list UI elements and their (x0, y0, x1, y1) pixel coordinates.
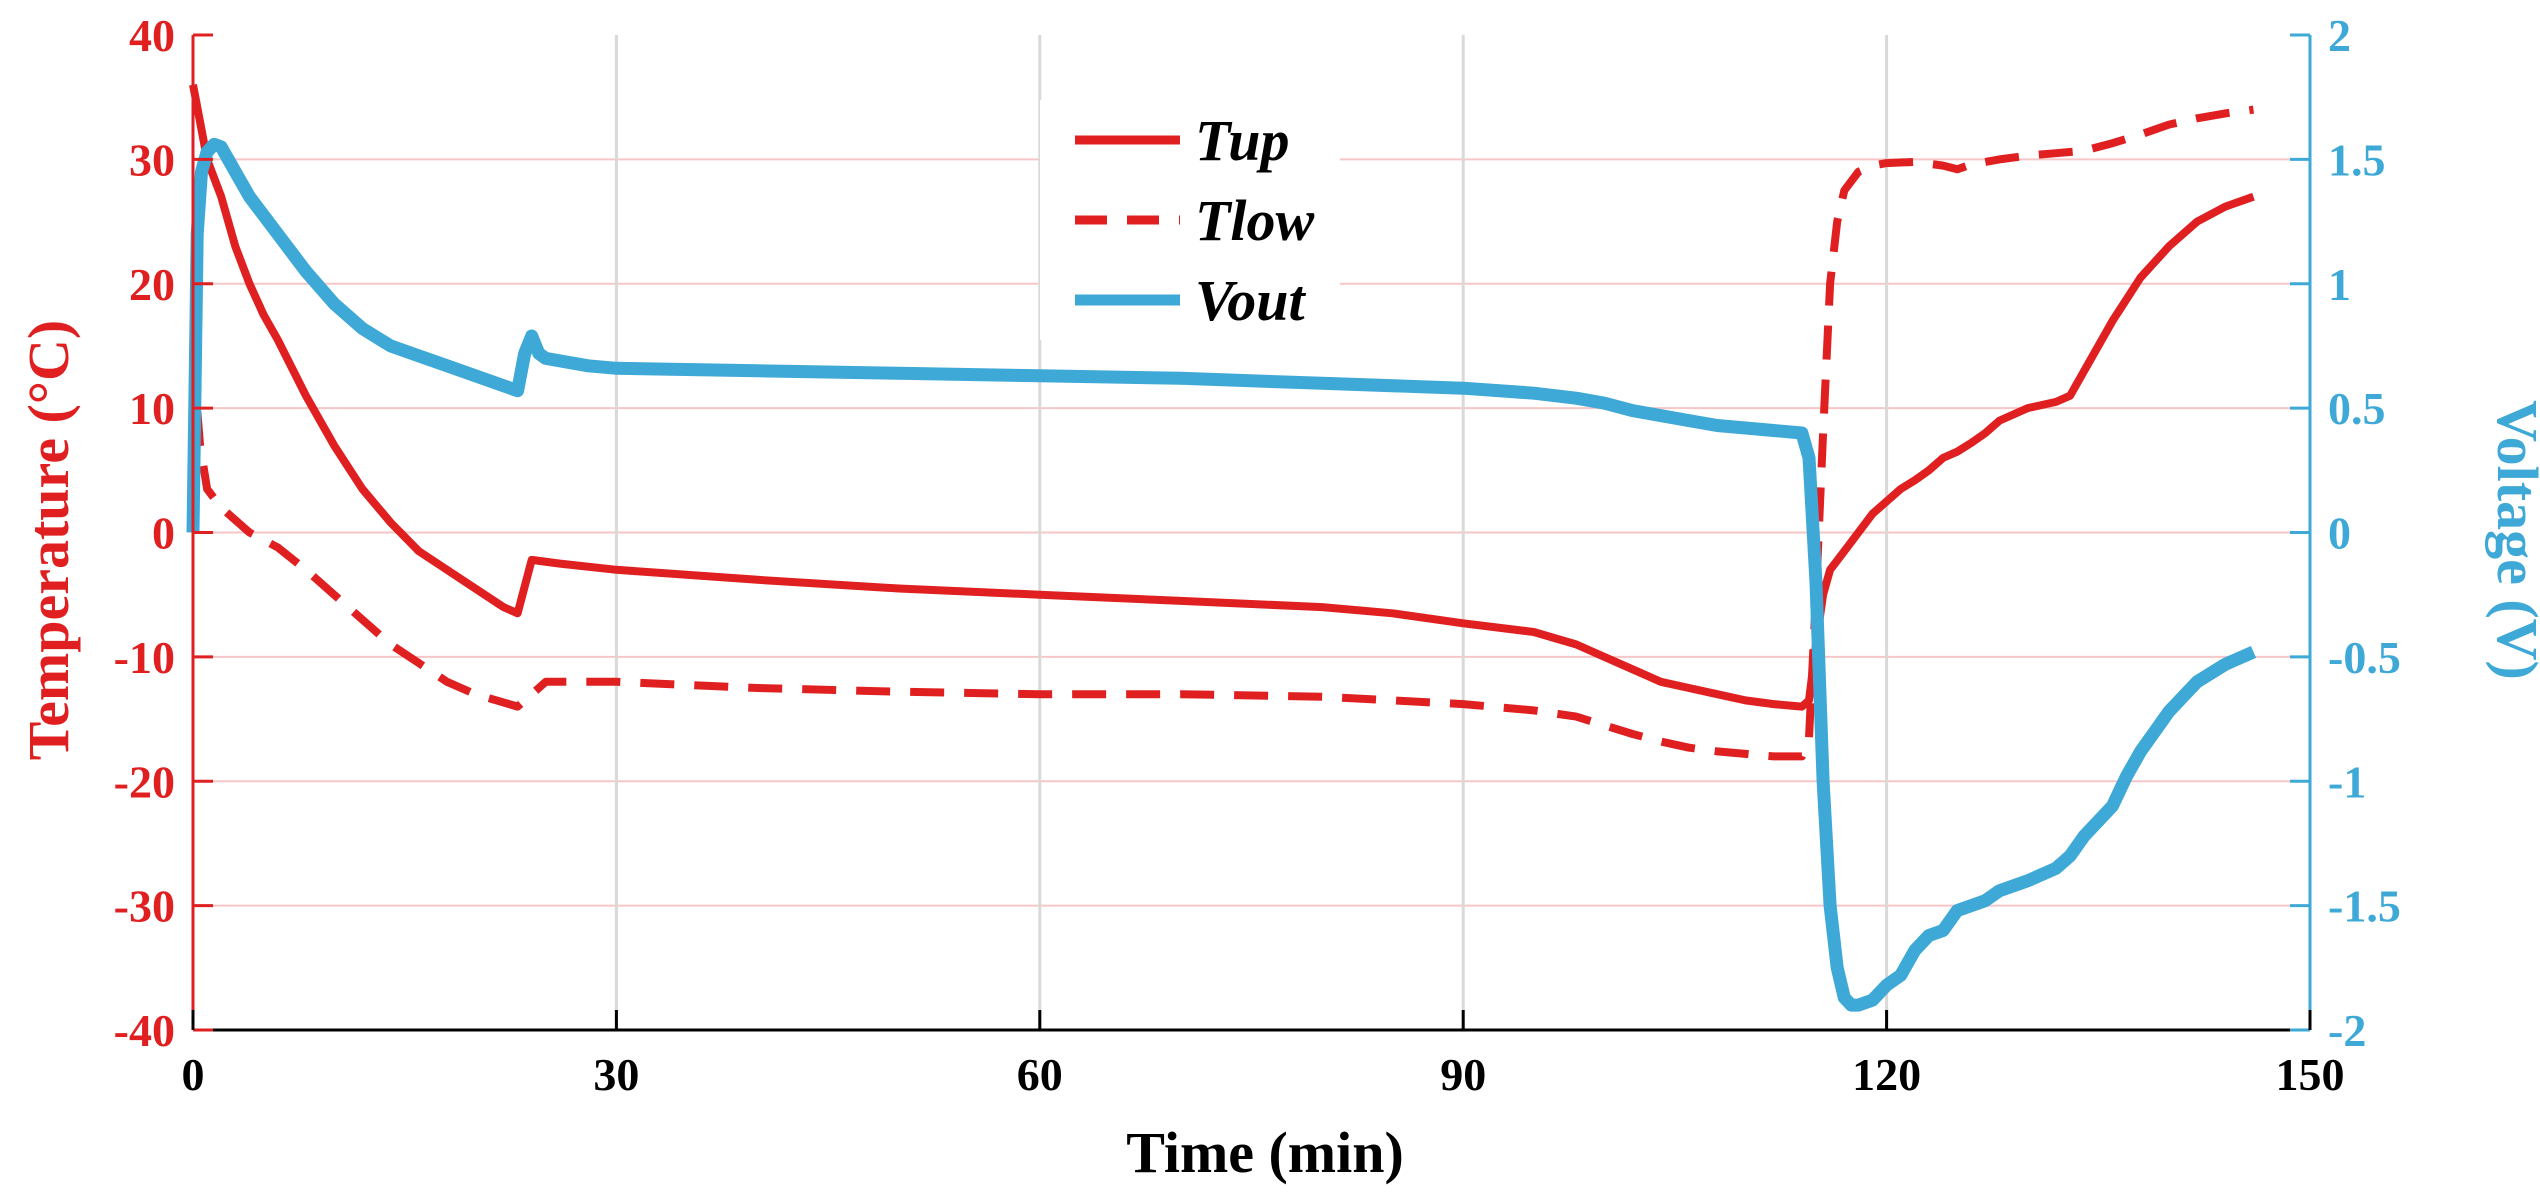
y-right-tick-label: -2 (2328, 1005, 2366, 1056)
ticks-layer: 403020100-10-20-30-4021.510.50-0.5-1-1.5… (114, 10, 2401, 1100)
y-left-tick-label: 10 (129, 383, 175, 434)
series-layer (186, 84, 2257, 1012)
y-left-tick-label: 20 (129, 259, 175, 310)
x-tick-label: 120 (1852, 1049, 1921, 1100)
y-left-tick-label: -30 (114, 881, 175, 932)
x-tick-label: 90 (1440, 1049, 1486, 1100)
legend-label-vout: Vout (1195, 268, 1307, 333)
x-axis-label: Time (min) (1126, 1120, 1404, 1185)
series-line-vout (186, 137, 2257, 1012)
y-left-tick-label: 30 (129, 134, 175, 185)
x-tick-label: 30 (593, 1049, 639, 1100)
y-axis-right-label: Voltage (V) (2485, 400, 2540, 680)
x-tick-label: 0 (182, 1049, 205, 1100)
y-left-tick-label: -40 (114, 1005, 175, 1056)
legend-label-tlow: Tlow (1195, 188, 1315, 253)
series-line-tup (189, 84, 2255, 711)
y-right-tick-label: -1 (2328, 756, 2366, 807)
x-tick-label: 60 (1017, 1049, 1063, 1100)
legend: Tup Tlow Vout (1040, 100, 1340, 340)
y-right-tick-label: 1 (2328, 259, 2351, 310)
y-right-tick-label: 1.5 (2328, 134, 2386, 185)
y-right-tick-label: -1.5 (2328, 881, 2401, 932)
series-line-tlow (189, 105, 2255, 761)
y-left-tick-label: 40 (129, 10, 175, 61)
y-right-tick-label: 0.5 (2328, 383, 2386, 434)
y-left-tick-label: 0 (152, 508, 175, 559)
x-tick-label: 150 (2276, 1049, 2345, 1100)
y-right-tick-label: 2 (2328, 10, 2351, 61)
y-right-tick-label: 0 (2328, 508, 2351, 559)
y-axis-left-label: Temperature (°C) (16, 320, 81, 760)
y-left-tick-label: -10 (114, 632, 175, 683)
y-left-tick-label: -20 (114, 756, 175, 807)
legend-label-tup: Tup (1195, 108, 1290, 173)
y-right-tick-label: -0.5 (2328, 632, 2401, 683)
